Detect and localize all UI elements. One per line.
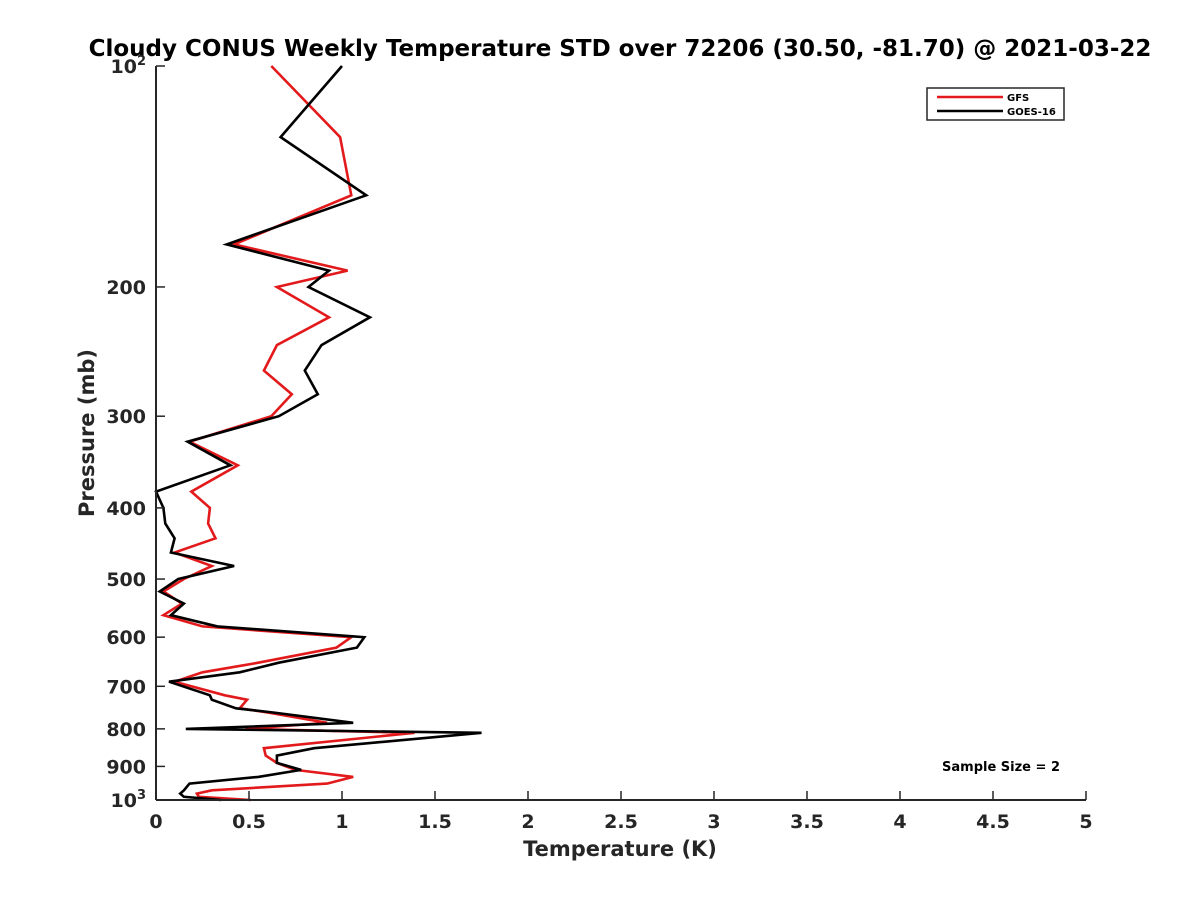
y-tick-label: 300 [106,406,146,428]
chart-title: Cloudy CONUS Weekly Temperature STD over… [89,36,1152,62]
y-tick-label: 500 [106,569,146,591]
x-tick-label: 0 [149,811,162,833]
series-line-gfs [160,65,415,802]
legend-label: GFS [1007,93,1029,104]
x-tick-label: 0.5 [232,811,266,833]
x-tick-label: 4 [893,811,906,833]
y-tick-label: 200 [106,277,146,299]
y-tick-label: 900 [106,756,146,778]
series-lines [154,65,482,802]
x-tick-label: 1 [335,811,348,833]
x-tick-label: 4.5 [976,811,1010,833]
y-tick-label: 700 [106,676,146,698]
series-line-goes-16 [154,65,482,802]
x-tick-label: 3.5 [790,811,824,833]
y-tick-label: 800 [106,719,146,741]
y-tick-label: 400 [106,498,146,520]
x-tick-label: 3 [707,811,720,833]
y-axis-label: Pressure (mb) [75,349,99,517]
x-tick-label: 2 [521,811,534,833]
x-tick-label: 1.5 [418,811,452,833]
x-tick-label: 5 [1079,811,1092,833]
legend-box [926,87,1065,121]
y-tick-label: 102 [111,54,147,78]
legend-label: GOES-16 [1007,107,1056,118]
y-tick-label: 600 [106,627,146,649]
y-tick-label: 103 [111,788,147,812]
x-tick-label: 2.5 [604,811,638,833]
sample-size-annotation: Sample Size = 2 [942,760,1060,775]
legend: GFS GOES-16 [926,87,1065,121]
axes: 0 0.5 1 1.5 2 2.5 3 3.5 4 4.5 5 102 200 300 400 500 600 7… [106,54,1092,833]
x-axis-label: Temperature (K) [523,837,717,861]
